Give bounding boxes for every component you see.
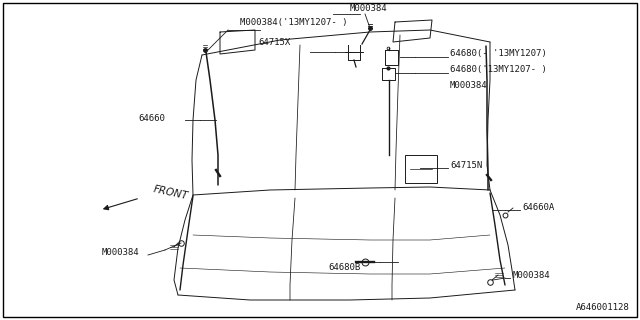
Text: 64680('13MY1207- ): 64680('13MY1207- ) xyxy=(450,65,547,74)
Text: 64715N: 64715N xyxy=(450,161,483,170)
Text: M000384: M000384 xyxy=(102,247,140,257)
Text: 64660: 64660 xyxy=(138,114,165,123)
Text: M000384('13MY1207- ): M000384('13MY1207- ) xyxy=(240,18,348,27)
Text: 64680B: 64680B xyxy=(328,263,360,273)
Text: M000384: M000384 xyxy=(450,81,488,90)
Text: 64715X: 64715X xyxy=(258,37,291,46)
Text: 64660A: 64660A xyxy=(522,203,554,212)
Text: FRONT: FRONT xyxy=(152,184,189,202)
Text: A646001128: A646001128 xyxy=(576,303,630,312)
Text: M000384: M000384 xyxy=(349,4,387,12)
Bar xyxy=(405,155,437,183)
Text: 64680(- '13MY1207): 64680(- '13MY1207) xyxy=(450,49,547,58)
Text: M000384: M000384 xyxy=(513,271,550,281)
